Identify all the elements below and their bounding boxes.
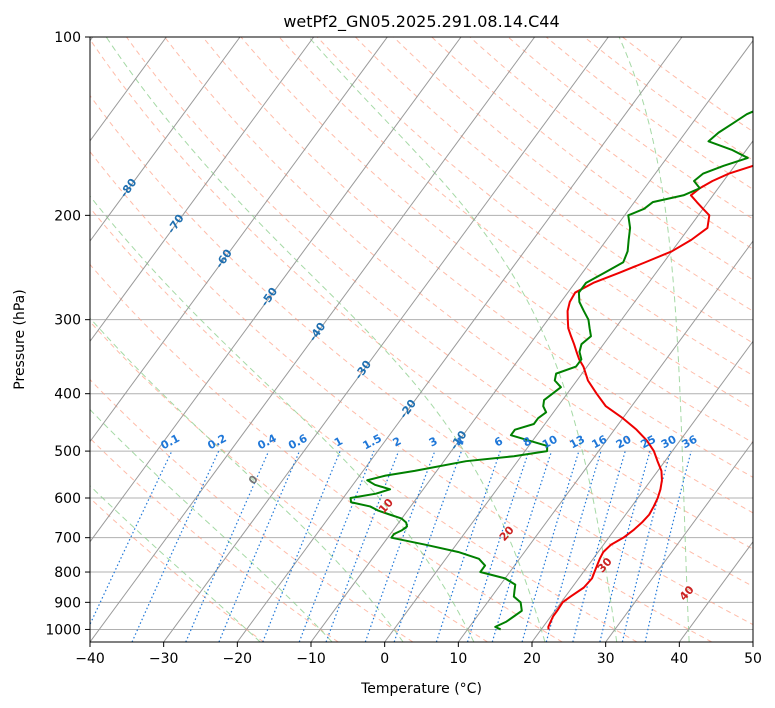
dry-adiabat-line [90,320,488,642]
isotherm-line [605,440,753,642]
y-tick-label: 400 [54,387,81,403]
isotherm-line [90,37,388,443]
moist-adiabat-line [308,37,618,642]
isotherm-line [163,37,609,642]
mixing-ratio-line [90,450,173,626]
isotherm-line [90,37,315,343]
isotherm-line [90,37,241,242]
x-tick-label: −20 [223,651,253,667]
mixing-ratio-line [545,450,602,642]
y-tick-label: 500 [54,444,81,460]
x-tick-label: 50 [744,651,762,667]
x-tick-label: 20 [523,651,541,667]
y-axis-title: Pressure (hPa) [12,289,28,389]
moist-adiabat-line [90,317,404,642]
profiles [349,110,753,631]
mixing-ratio-line [599,450,651,642]
dry-adiabat-line [90,263,563,642]
dry-adiabat-line [393,37,753,312]
isotherm-line [90,37,536,642]
isotherm-line [384,140,753,642]
mixing-ratio-line [393,450,463,642]
y-tick-label: 200 [54,208,81,224]
mixing-ratio-line [185,450,270,642]
x-tick-label: −10 [296,651,326,667]
moist-adiabat-line [90,408,333,642]
plot-frame [89,36,754,643]
mixing-ratio-line [521,450,580,642]
background-lines [90,37,753,642]
temperature-profile-line [547,164,753,630]
mixing-ratio-line [621,450,672,642]
y-axis: 100 200 300 400 500 600 700 800 900 1000 [45,30,90,638]
mixing-ratio-label: 13 [567,433,587,452]
dry-adiabat-line [90,150,712,642]
dry-adiabat-line [316,37,753,377]
mixing-ratio-label: 30 [659,432,679,451]
isotherm-line [310,39,753,642]
y-tick-label: 800 [54,565,81,581]
mixing-ratio-line [644,450,692,642]
mixing-ratio-line [218,450,301,642]
plot-area [90,37,753,642]
moist-adiabat-line [90,485,261,642]
x-tick-label: 10 [449,651,467,667]
mixing-ratio-line [364,450,436,642]
mixing-ratio-line [131,450,220,642]
moist-adiabat-line [105,37,546,642]
dry-adiabat-line [278,37,753,410]
moist-adiabat-line [618,37,690,642]
x-tick-label: 40 [670,651,688,667]
mixing-ratio-label: 25 [638,433,658,452]
mixing-ratio-line [435,450,501,642]
y-tick-label: 700 [54,531,81,547]
dewpoint-profile-line [349,110,753,631]
isotherm-line [457,240,753,642]
x-tick-label: −30 [149,651,179,667]
dry-adiabat-line [355,37,753,344]
dry-adiabat-line [584,37,753,161]
isotherm-line [90,37,167,142]
x-tick-label: −40 [75,651,105,667]
chart-title: wetPf2_GN05.2025.291.08.14.C44 [283,12,559,32]
x-tick-label: 30 [597,651,615,667]
dry-adiabat-line [431,37,753,281]
dry-adiabat-line [90,38,753,587]
y-tick-label: 600 [54,491,81,507]
dry-adiabat-line [90,94,753,626]
mixing-ratio-label: 16 [590,433,610,452]
x-axis-title: Temperature (°C) [360,681,482,697]
mixing-ratio-label: 20 [614,433,634,452]
mixing-ratio-label: 10 [540,433,560,452]
y-tick-label: 100 [54,30,81,46]
dry-adiabat-line [90,378,414,642]
y-tick-label: 1000 [45,622,81,638]
x-tick-label: 0 [380,651,389,667]
mixing-ratio-label: 36 [680,433,700,452]
dry-adiabat-line [126,37,753,550]
x-axis: −40 −30 −20 −10 0 10 20 30 40 50 [75,642,762,667]
mixing-ratio-line [491,450,553,642]
mixing-ratio-line [572,450,626,642]
isotherm-line [236,37,683,642]
isotherm-line [531,340,753,642]
y-tick-label: 900 [54,595,81,611]
y-tick-label: 300 [54,313,81,329]
mixing-ratio-line [466,450,530,642]
